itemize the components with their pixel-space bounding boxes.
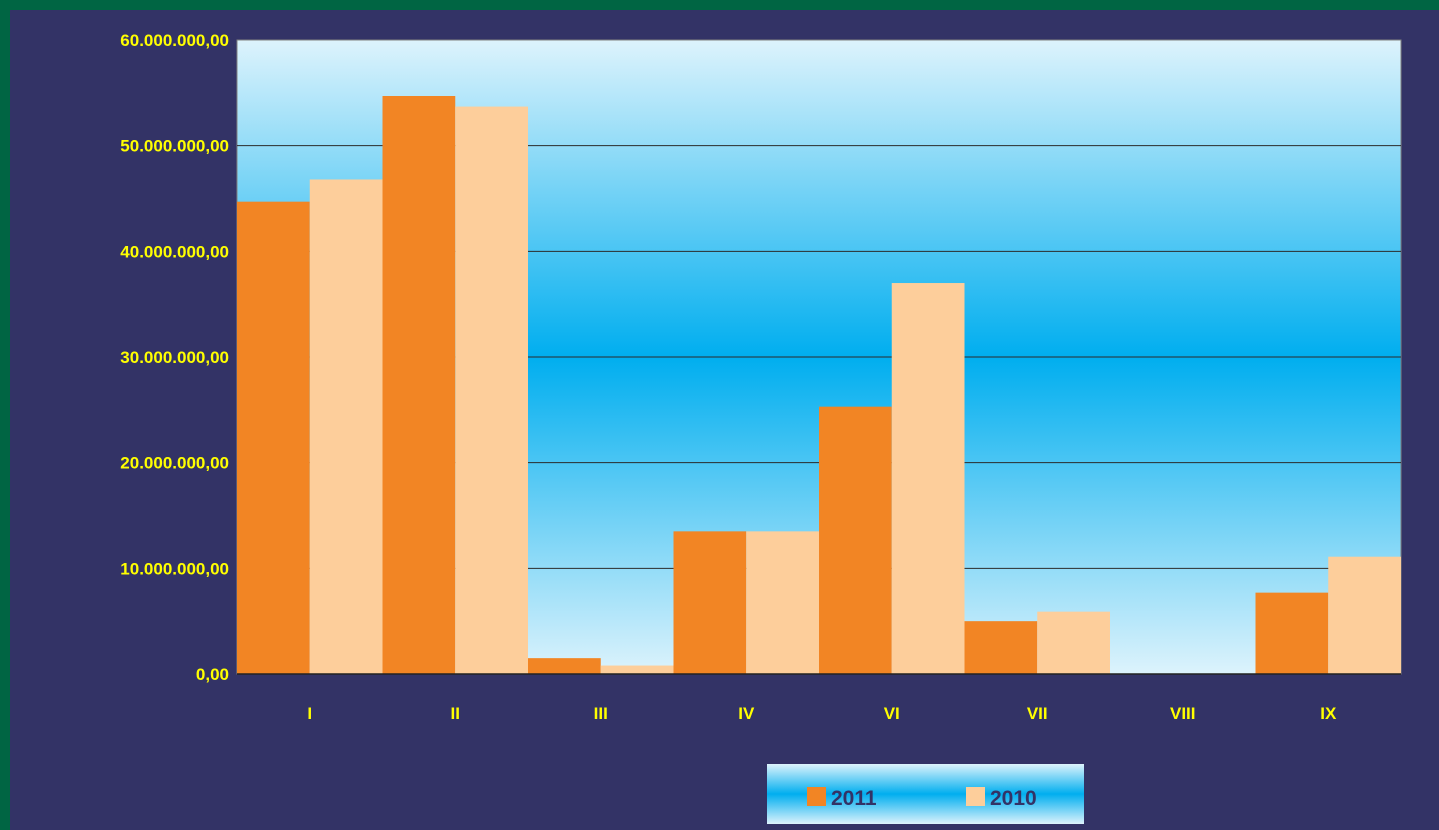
bar-2010-IX (1328, 556, 1401, 674)
x-axis-tick-labels: I II III IV VI VII VIII IX (307, 704, 1337, 723)
y-tick-label: 10.000.000,00 (120, 559, 229, 578)
bar-2011-II (382, 96, 456, 674)
y-tick-label: 0,00 (196, 665, 229, 684)
bars (237, 96, 1401, 675)
legend-label-2010: 2010 (990, 787, 1037, 810)
x-tick-label: IX (1320, 704, 1337, 723)
legend: 2011 2010 (767, 764, 1084, 824)
y-tick-label: 30.000.000,00 (120, 348, 229, 367)
bar-2010-VII (1037, 611, 1110, 674)
bar-2010-VI (891, 283, 965, 674)
bar-2010-I (309, 179, 383, 675)
x-tick-label: IV (738, 704, 755, 723)
x-tick-label: VII (1027, 704, 1048, 723)
legend-swatch-2010 (966, 787, 985, 806)
bar-2010-III (600, 665, 674, 674)
legend-label-2011: 2011 (831, 787, 877, 810)
bar-2011-IV (673, 531, 747, 674)
bar-2011-IX (1255, 592, 1329, 674)
x-tick-label: I (307, 704, 312, 723)
x-tick-label: III (594, 704, 608, 723)
y-tick-label: 60.000.000,00 (120, 31, 229, 50)
y-tick-label: 50.000.000,00 (120, 137, 229, 156)
x-tick-label: II (451, 704, 460, 723)
bar-2010-IV (746, 531, 819, 674)
x-tick-label: VIII (1170, 704, 1196, 723)
x-tick-label: VI (884, 704, 900, 723)
y-tick-label: 40.000.000,00 (120, 242, 229, 261)
bar-2011-I (237, 201, 310, 675)
bar-2010-II (455, 106, 528, 674)
bar-chart: 0,00 10.000.000,00 20.000.000,00 30.000.000… (120, 31, 1402, 824)
chart-background: 0,00 10.000.000,00 20.000.000,00 30.000.000… (10, 10, 1439, 830)
legend-swatch-2011 (807, 787, 826, 806)
y-tick-label: 20.000.000,00 (120, 454, 229, 473)
bar-2011-VI (819, 406, 892, 674)
bar-2011-VII (964, 621, 1038, 674)
y-axis-tick-labels: 0,00 10.000.000,00 20.000.000,00 30.000.000… (120, 31, 229, 684)
bar-2011-III (528, 658, 601, 674)
